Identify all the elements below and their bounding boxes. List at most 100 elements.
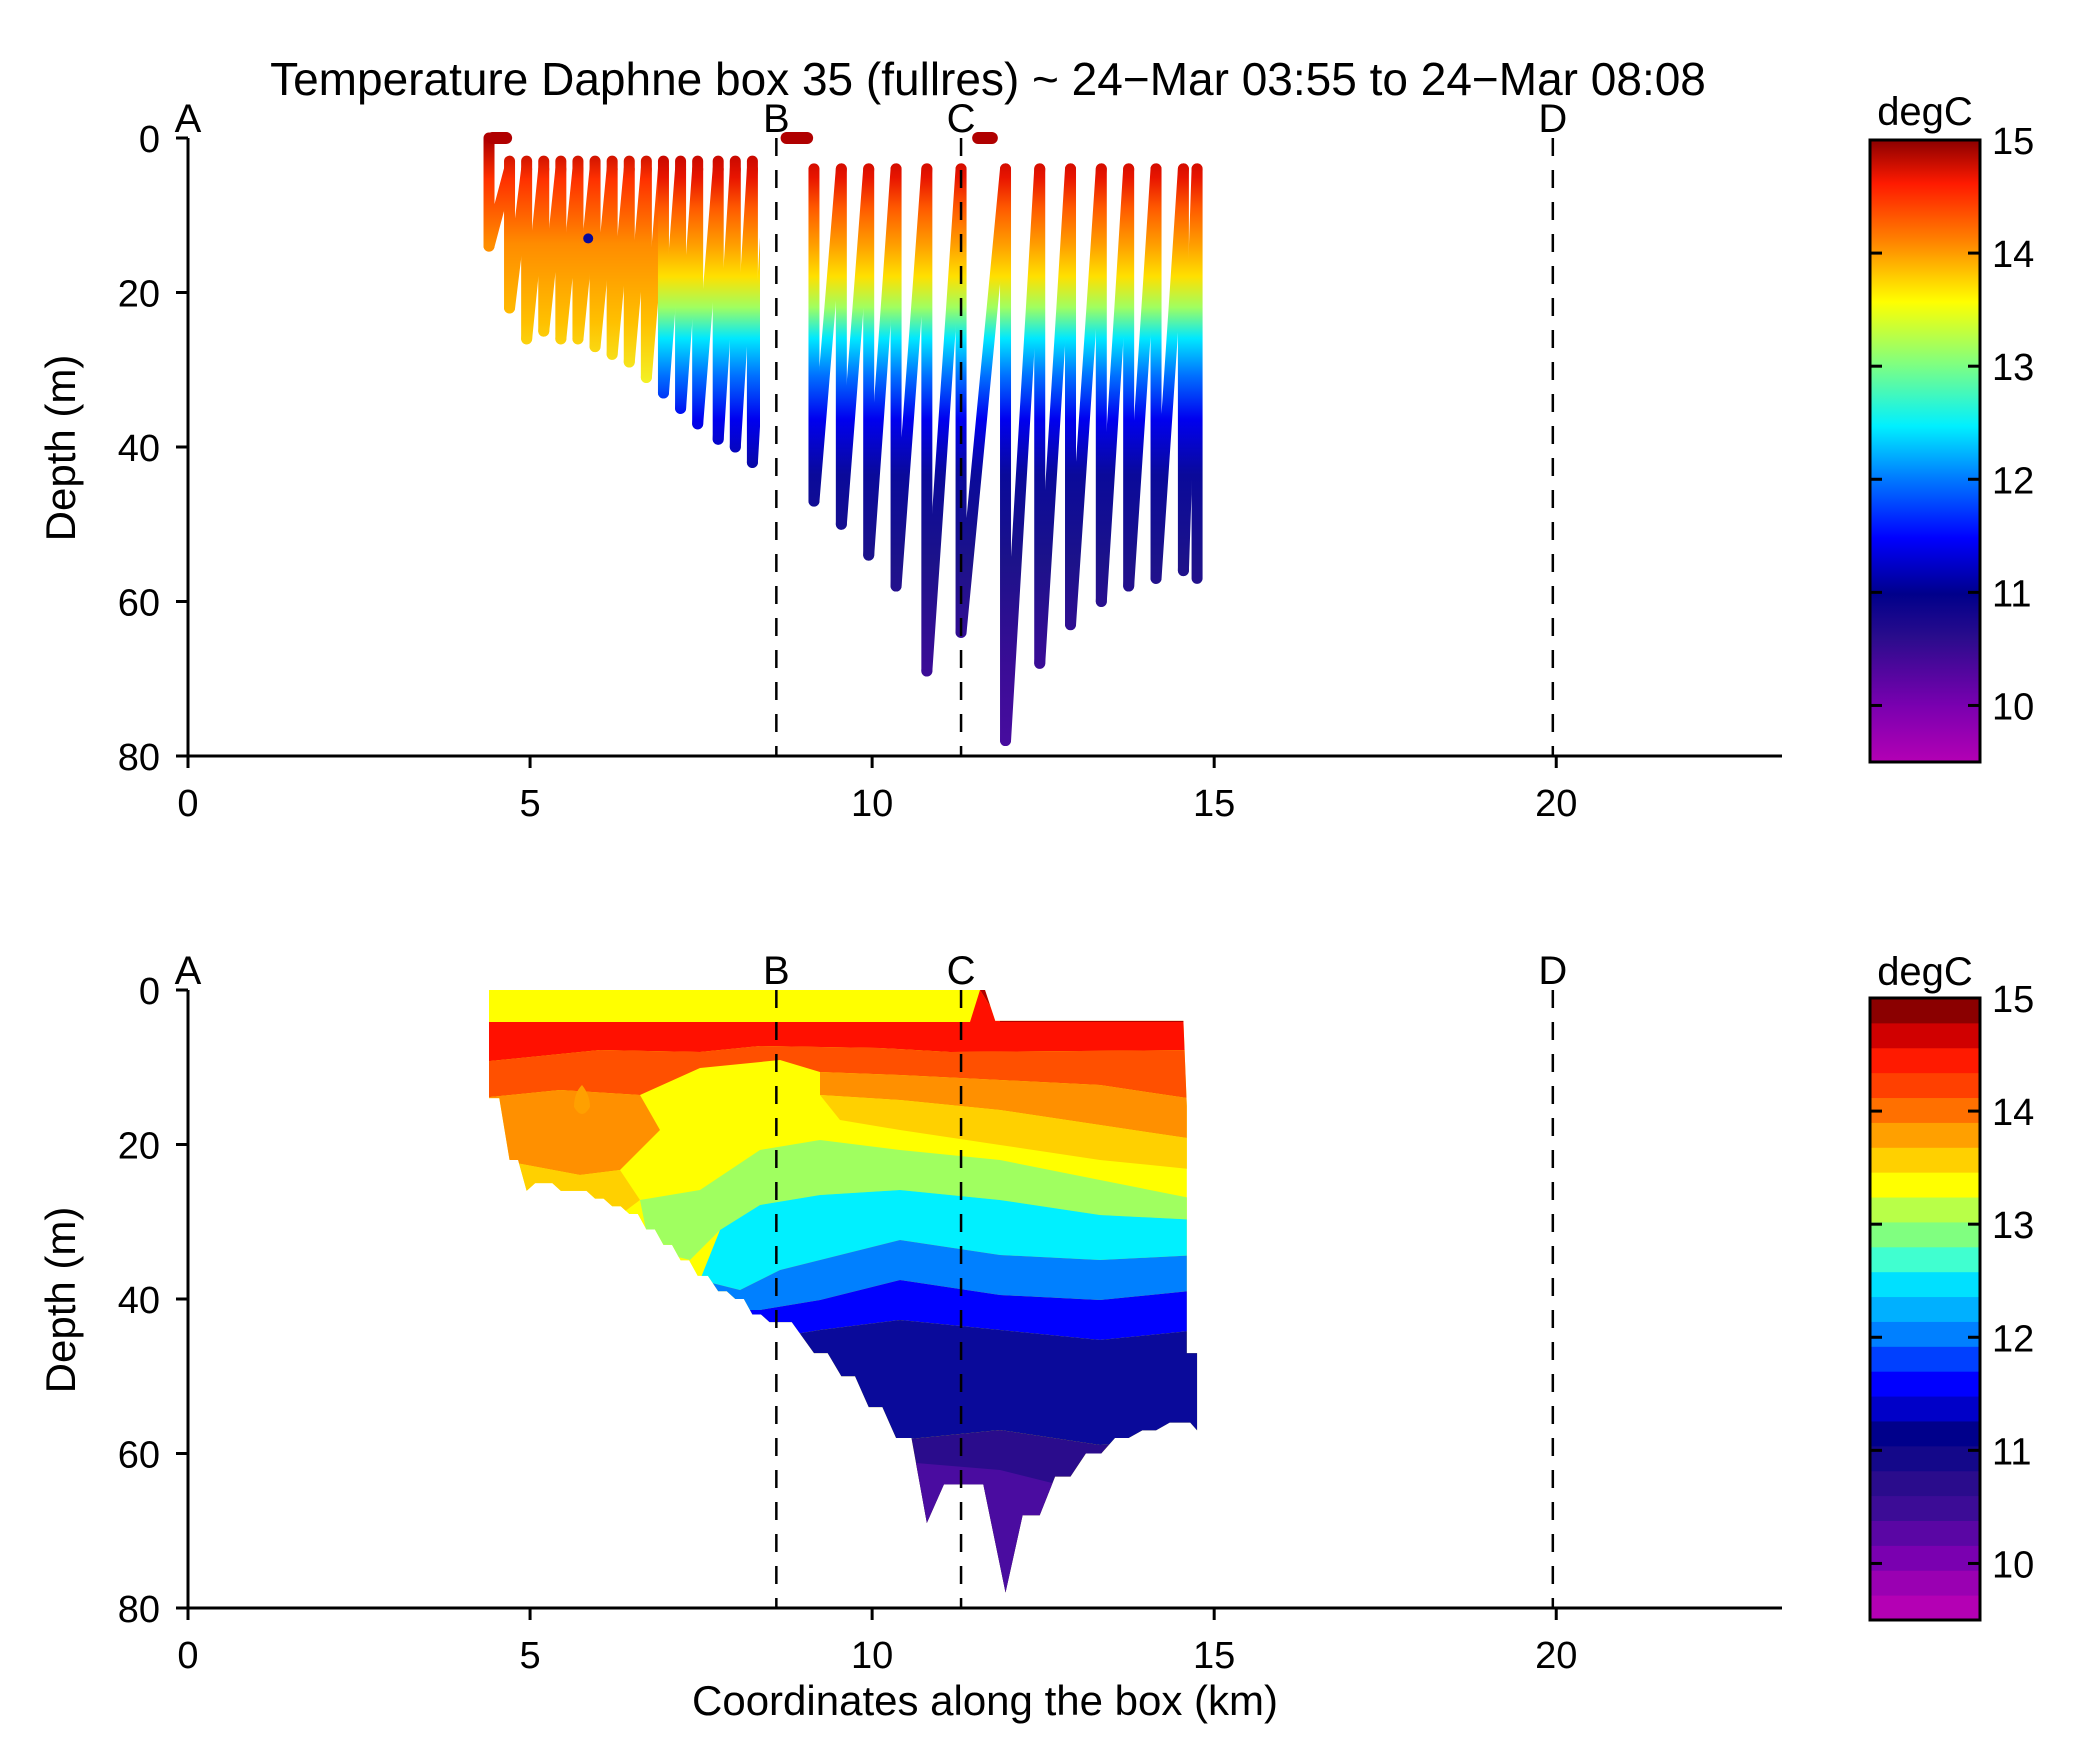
top-x-ticks: 0 5 10 15 20 <box>177 756 1577 825</box>
top-x-tick-label: 15 <box>1193 783 1235 825</box>
top-profiles-west <box>483 132 760 468</box>
bottom-colorbar-band <box>1870 1520 1980 1546</box>
top-y-tick-label: 0 <box>139 119 160 161</box>
outlier-point <box>583 233 594 244</box>
top-colorbar-label: degC <box>1877 90 1973 134</box>
bottom-x-ticks: 0 5 10 15 20 <box>177 1608 1577 1677</box>
band-14-5 <box>489 1046 1198 1100</box>
bottom-y-tick-label: 60 <box>118 1435 160 1477</box>
top-section-label-a: A <box>175 97 202 141</box>
top-colorbar: 10 11 12 13 14 15 degC <box>1868 90 2034 764</box>
bottom-colorbar-tick-label: 14 <box>1992 1092 2034 1134</box>
bottom-x-tick-label: 0 <box>177 1635 198 1677</box>
band-10-2 <box>880 1460 1100 1593</box>
bottom-colorbar-band <box>1870 1346 1980 1372</box>
bottom-colorbar-band <box>1870 1097 1980 1123</box>
bottom-colorbar-frame <box>1868 996 1982 1622</box>
chart-title: Temperature Daphne box 35 (fullres) ~ 24… <box>270 53 1706 105</box>
bottom-colorbar-tick-label: 15 <box>1992 979 2034 1021</box>
bottom-x-tick-label: 10 <box>851 1635 893 1677</box>
bottom-y-tick-label: 40 <box>118 1280 160 1322</box>
bottom-y-tick-label: 80 <box>118 1589 160 1631</box>
bottom-colorbar-band <box>1870 1072 1980 1099</box>
bottom-colorbar-band <box>1870 1271 1980 1298</box>
bottom-colorbar-bands <box>1870 998 1980 1621</box>
top-y-tick-label: 20 <box>118 274 160 316</box>
bottom-colorbar-band <box>1870 1495 1980 1521</box>
bottom-colorbar-band <box>1870 1022 1980 1049</box>
bottom-x-tick-label: 15 <box>1193 1635 1235 1677</box>
top-colorbar-tick-label: 11 <box>1992 573 2031 615</box>
top-colorbar-tick-label: 13 <box>1992 347 2034 389</box>
top-section-label-b: B <box>763 97 790 141</box>
band-13-5 <box>489 1095 1198 1230</box>
bottom-section-label-d: D <box>1538 949 1567 993</box>
profile-ascent <box>955 163 1012 638</box>
bottom-colorbar-band <box>1870 1371 1980 1397</box>
bottom-section-label-c: C <box>947 949 976 993</box>
bottom-section-label-b: B <box>763 949 790 993</box>
bottom-colorbar-band <box>1870 1047 1980 1074</box>
top-colorbar-tick-label: 15 <box>1992 121 2034 163</box>
bottom-colorbar-band <box>1870 1221 1980 1248</box>
top-panel: 0 5 10 15 20 0 20 40 60 80 A B C D Depth (m) 10 11 12… <box>37 90 2034 825</box>
bottom-axes: 0 5 10 15 20 0 20 40 60 80 A B C D Depth (m) Coordi… <box>37 949 1782 1724</box>
bottom-colorbar-band <box>1870 1321 1980 1347</box>
bottom-x-tick-label: 5 <box>519 1635 540 1677</box>
top-profiles-east <box>808 163 1203 747</box>
bottom-colorbar-tick-label: 13 <box>1992 1205 2034 1247</box>
top-y-ticks: 0 20 40 60 80 <box>118 119 188 779</box>
bottom-colorbar-band <box>1870 1172 1980 1198</box>
top-x-tick-label: 20 <box>1535 783 1577 825</box>
bottom-colorbar-tick-label: 12 <box>1992 1318 2034 1360</box>
bottom-colorbar-band <box>1870 1147 1980 1173</box>
bottom-colorbar-band <box>1870 1545 1980 1571</box>
bottom-colorbar-band <box>1870 1246 1980 1273</box>
profile-ascent <box>921 163 967 677</box>
bottom-y-ticks: 0 20 40 60 80 <box>118 971 188 1631</box>
bottom-colorbar-band <box>1870 1470 1980 1497</box>
bottom-colorbar-band <box>1870 1396 1980 1422</box>
top-section-label-d: D <box>1538 97 1567 141</box>
band-13-0 <box>640 1140 1198 1260</box>
bottom-colorbar-band <box>1870 1296 1980 1322</box>
band-14-8 <box>489 990 1198 1062</box>
profile-ascent <box>1000 163 1046 747</box>
bottom-colorbar-band <box>1870 1570 1980 1596</box>
bottom-x-tick-label: 20 <box>1535 1635 1577 1677</box>
top-x-tick-label: 5 <box>519 783 540 825</box>
bottom-panel: 0 5 10 15 20 0 20 40 60 80 A B C D Depth (m) Coordi… <box>37 949 2034 1724</box>
top-y-tick-label: 60 <box>118 583 160 625</box>
bottom-colorbar: 10 11 12 13 14 15 degC <box>1868 950 2034 1622</box>
top-x-tick-label: 10 <box>851 783 893 825</box>
band-12-0 <box>700 1240 1198 1310</box>
bottom-colorbar-band <box>1870 1197 1980 1223</box>
bottom-section-marks: A B C D <box>175 949 1567 1608</box>
bottom-colorbar-band <box>1870 1420 1980 1447</box>
top-colorbar-gradient <box>1868 138 1982 764</box>
top-data-layer <box>483 132 1203 747</box>
top-section-marks: A B C D <box>175 97 1567 756</box>
top-y-tick-label: 80 <box>118 737 160 779</box>
bottom-x-axis-label: Coordinates along the box (km) <box>692 1677 1278 1724</box>
bottom-colorbar-band <box>1870 1595 1980 1621</box>
bottom-y-tick-label: 20 <box>118 1126 160 1168</box>
top-colorbar-tick-label: 14 <box>1992 234 2034 276</box>
bottom-y-tick-label: 0 <box>139 971 160 1013</box>
top-section-label-c: C <box>947 97 976 141</box>
bottom-colorbar-band <box>1870 998 1980 1024</box>
bottom-section-label-a: A <box>175 949 202 993</box>
bottom-colorbar-band <box>1870 1122 1980 1148</box>
top-colorbar-tick-label: 12 <box>1992 460 2034 502</box>
bottom-colorbar-label: degC <box>1877 950 1973 994</box>
bottom-section-fill <box>489 990 1198 1593</box>
bottom-colorbar-band <box>1870 1445 1980 1472</box>
bottom-colorbar-ticks: 10 11 12 13 14 15 <box>1870 979 2034 1586</box>
bottom-colorbar-tick-label: 10 <box>1992 1544 2034 1586</box>
top-colorbar-ticks: 10 11 12 13 14 15 <box>1870 121 2034 728</box>
warm-blob <box>574 1085 590 1114</box>
band-12-5 <box>700 1190 1198 1290</box>
top-surface-segments <box>486 132 998 244</box>
band-14-0 <box>489 1072 1198 1175</box>
bottom-colorbar-tick-label: 11 <box>1992 1431 2031 1473</box>
